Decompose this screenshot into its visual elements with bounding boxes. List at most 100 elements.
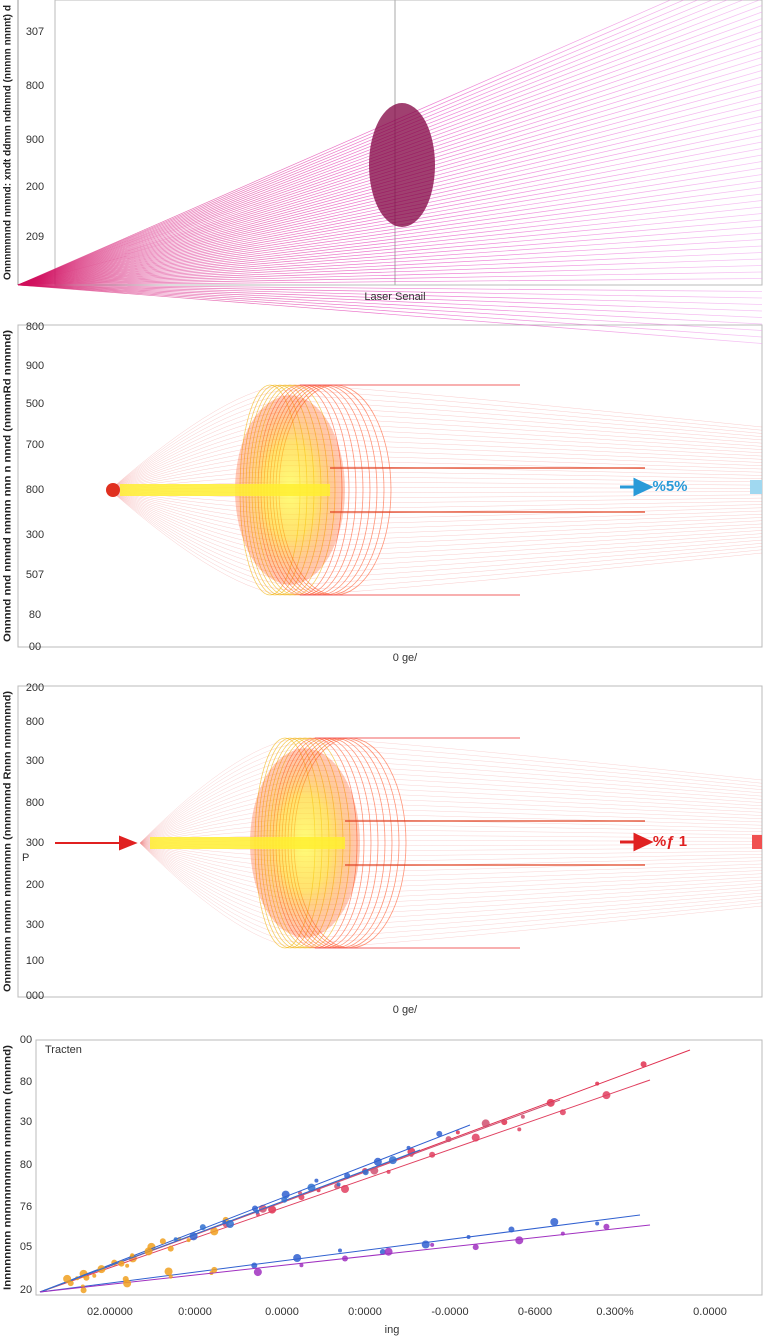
ray bbox=[17, 284, 763, 312]
ray bbox=[17, 161, 763, 286]
ray bbox=[109, 489, 763, 590]
dot bbox=[130, 1253, 135, 1258]
ray bbox=[17, 174, 763, 286]
panel-title: Tracten bbox=[45, 1044, 82, 1056]
dot bbox=[251, 1262, 258, 1269]
x-axis-label: ing bbox=[385, 1324, 400, 1336]
ray bbox=[17, 265, 763, 286]
dot bbox=[455, 1130, 460, 1135]
dot bbox=[92, 1273, 97, 1278]
marker-box bbox=[750, 480, 762, 494]
beam bbox=[120, 484, 330, 496]
ray bbox=[17, 278, 763, 286]
dot bbox=[199, 1224, 206, 1231]
ray bbox=[17, 226, 763, 286]
annotation: %5% bbox=[652, 478, 687, 495]
trend-line bbox=[39, 1214, 641, 1293]
dot bbox=[211, 1266, 218, 1273]
dot bbox=[517, 1127, 522, 1132]
y-axis-label: Onnnmnnnd nnnnd: xndt ddnnn ndnnnd (nnnn… bbox=[3, 5, 14, 280]
y-axis-label: Onnnnd nnd nnnnd nnnnn nnn n nnnd (nnnnn… bbox=[3, 330, 14, 642]
dot bbox=[466, 1235, 471, 1239]
x-axis-label: Laser Senail bbox=[364, 291, 425, 303]
x-axis-label: 0 ge/ bbox=[393, 652, 418, 664]
ray bbox=[139, 842, 763, 900]
ray bbox=[17, 187, 763, 286]
y-tick-label: 76 bbox=[20, 1201, 32, 1213]
ray bbox=[17, 284, 763, 325]
dot bbox=[430, 1242, 435, 1247]
marker-box bbox=[752, 835, 762, 849]
dot bbox=[168, 1274, 173, 1279]
dot bbox=[144, 1247, 153, 1256]
ray bbox=[17, 232, 763, 286]
dot bbox=[80, 1287, 87, 1294]
beam bbox=[150, 837, 345, 849]
ray bbox=[139, 759, 763, 844]
y-tick-label: 200 bbox=[26, 682, 44, 694]
ray bbox=[109, 390, 763, 491]
source bbox=[106, 483, 120, 497]
y-tick-label: 507 bbox=[26, 569, 44, 581]
y-tick-label: 20 bbox=[20, 1284, 32, 1296]
ray bbox=[139, 842, 763, 927]
dot bbox=[429, 1151, 436, 1158]
ray bbox=[139, 842, 763, 933]
ray bbox=[109, 384, 763, 491]
ray bbox=[17, 193, 763, 286]
dot bbox=[307, 1183, 316, 1192]
y-tick-label: 900 bbox=[26, 360, 44, 372]
dot bbox=[481, 1119, 490, 1128]
dot bbox=[546, 1098, 555, 1107]
dot bbox=[253, 1268, 262, 1277]
ray bbox=[109, 489, 763, 574]
dot bbox=[281, 1190, 290, 1199]
dot bbox=[370, 1166, 379, 1175]
y-tick-label: 800 bbox=[26, 484, 44, 496]
y-tick-label: 800 bbox=[26, 797, 44, 809]
ray bbox=[139, 842, 763, 895]
ray bbox=[109, 489, 763, 531]
ray bbox=[139, 737, 763, 844]
y-axis-label: Onnnnnnn nnnnn nnnnnnnn (nnnnnnnd Rnnn n… bbox=[3, 691, 14, 992]
dot bbox=[560, 1231, 565, 1236]
ray bbox=[17, 180, 763, 286]
y-tick-label: 700 bbox=[26, 439, 44, 451]
ray bbox=[109, 489, 763, 596]
arrow bbox=[620, 477, 654, 497]
y-tick-label: 00 bbox=[29, 641, 41, 653]
y-tick-label: 30 bbox=[20, 1116, 32, 1128]
arrow bbox=[55, 835, 138, 851]
ray bbox=[17, 167, 763, 286]
dot bbox=[293, 1254, 302, 1262]
ray bbox=[17, 284, 763, 318]
arrow bbox=[620, 832, 654, 852]
y-tick-label: 800 bbox=[26, 80, 44, 92]
dot bbox=[362, 1169, 369, 1176]
y-tick-label: 800 bbox=[26, 716, 44, 728]
dot bbox=[255, 1209, 260, 1214]
y-tick-label: 100 bbox=[26, 955, 44, 967]
dot bbox=[436, 1130, 443, 1137]
y-tick-label: 300 bbox=[26, 529, 44, 541]
marker-label: P bbox=[22, 852, 29, 864]
dot bbox=[550, 1218, 559, 1226]
dot bbox=[595, 1081, 600, 1086]
ray bbox=[17, 271, 763, 286]
ray bbox=[17, 206, 763, 286]
y-tick-label: 000 bbox=[26, 990, 44, 1002]
y-tick-label: 200 bbox=[26, 879, 44, 891]
y-tick-label: 300 bbox=[26, 755, 44, 767]
x-tick-label: 02.00000 bbox=[87, 1306, 133, 1318]
x-tick-label: 0-6000 bbox=[518, 1306, 552, 1318]
ray bbox=[17, 245, 763, 286]
dot bbox=[472, 1244, 479, 1251]
dot bbox=[173, 1237, 178, 1242]
cone-section bbox=[369, 103, 435, 227]
dot bbox=[508, 1226, 515, 1233]
dot bbox=[520, 1114, 525, 1119]
dot bbox=[515, 1236, 524, 1245]
y-axis-label: Innnnnnnn nnnnnnnnnnn nnnnnnn (nnnnnd) bbox=[3, 1045, 14, 1290]
y-tick-label: 200 bbox=[26, 181, 44, 193]
ray bbox=[139, 842, 763, 938]
